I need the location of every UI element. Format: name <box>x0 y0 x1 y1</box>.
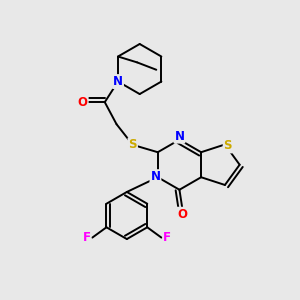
Text: F: F <box>163 231 171 244</box>
Text: N: N <box>150 170 161 183</box>
Text: N: N <box>113 75 123 88</box>
Text: O: O <box>78 96 88 109</box>
Text: S: S <box>224 140 232 152</box>
Text: S: S <box>128 138 137 151</box>
Text: F: F <box>82 231 90 244</box>
Text: O: O <box>177 208 188 221</box>
Text: N: N <box>174 130 184 143</box>
